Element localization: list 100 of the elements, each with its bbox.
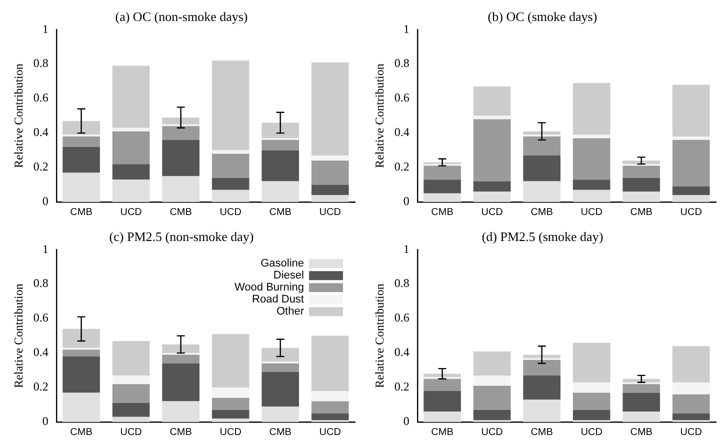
x-tick-label: CMB xyxy=(269,206,292,218)
bar xyxy=(622,378,660,382)
y-tick-label: 0.6 xyxy=(33,90,48,105)
legend-label: Road Dust xyxy=(252,294,304,306)
y-tick-label: 0 xyxy=(42,194,48,208)
bar xyxy=(262,348,300,362)
bar xyxy=(572,138,610,180)
y-tick-label: 0.8 xyxy=(33,56,48,70)
x-tick-label: CMB xyxy=(170,426,192,438)
bar xyxy=(473,351,511,376)
bar xyxy=(262,122,300,138)
bar xyxy=(62,350,100,356)
bar xyxy=(622,178,660,192)
x-tick-label: UCD xyxy=(120,206,142,218)
bar xyxy=(523,400,560,422)
x-tick-label: CMB xyxy=(269,426,292,438)
chart-title: (d) PM2.5 (smoke day) xyxy=(482,229,604,244)
x-tick-label: CMB xyxy=(70,206,93,218)
bar xyxy=(424,166,461,180)
y-tick-label: 0 xyxy=(403,194,410,208)
bar xyxy=(212,418,250,422)
y-tick-label: 0.4 xyxy=(394,345,410,360)
x-tick-label: CMB xyxy=(170,206,192,218)
bar xyxy=(212,154,250,178)
bar xyxy=(523,155,560,182)
bar xyxy=(622,412,660,422)
y-tick-label: 0.6 xyxy=(33,310,48,325)
chart-title: (a) OC (non-smoke days) xyxy=(115,9,248,24)
x-tick-label: UCD xyxy=(319,426,341,438)
x-tick-label: CMB xyxy=(530,426,554,438)
x-tick-label: CMB xyxy=(431,206,454,218)
bar xyxy=(622,192,660,202)
x-tick-label: CMB xyxy=(630,426,653,438)
bar xyxy=(112,180,150,202)
x-tick-label: UCD xyxy=(481,426,503,438)
y-tick-label: 0.8 xyxy=(394,276,410,290)
bar xyxy=(424,374,461,378)
bar xyxy=(672,136,710,140)
bar xyxy=(672,195,710,202)
bar xyxy=(572,342,610,382)
bar xyxy=(112,375,150,384)
bar xyxy=(212,60,250,150)
bar xyxy=(212,190,250,202)
chart-title: (c) PM2.5 (non-smoke day) xyxy=(109,229,254,244)
bar xyxy=(473,410,511,420)
bar xyxy=(162,176,200,202)
bar xyxy=(672,186,710,196)
bar xyxy=(523,360,560,376)
y-axis-title: Relative Contribution xyxy=(372,284,386,388)
bar xyxy=(572,180,610,190)
bar xyxy=(672,346,710,382)
legend-label: Wood Burning xyxy=(234,282,304,294)
x-tick-label: UCD xyxy=(680,426,702,438)
bar xyxy=(262,150,300,182)
bar xyxy=(672,394,710,414)
bar xyxy=(262,181,300,202)
bar xyxy=(162,363,200,402)
bar xyxy=(112,384,150,404)
bar xyxy=(424,180,461,194)
bar xyxy=(473,86,511,116)
bar xyxy=(311,195,349,202)
bar xyxy=(311,184,349,196)
y-tick-label: 1 xyxy=(403,242,410,256)
bar xyxy=(62,120,100,135)
y-tick-label: 0 xyxy=(403,414,410,428)
bar xyxy=(62,136,100,147)
bar xyxy=(523,181,560,202)
bar xyxy=(311,62,349,156)
legend-label: Gasoline xyxy=(260,258,304,270)
bar xyxy=(112,164,150,180)
x-tick-label: CMB xyxy=(431,426,454,438)
y-tick-label: 1 xyxy=(42,22,48,36)
x-tick-label: UCD xyxy=(481,206,503,218)
x-tick-label: UCD xyxy=(680,206,702,218)
bar xyxy=(162,126,200,140)
bar xyxy=(112,403,150,417)
x-tick-label: UCD xyxy=(580,206,602,218)
y-tick-label: 0.6 xyxy=(394,310,410,325)
y-tick-label: 0.6 xyxy=(394,90,410,105)
y-tick-label: 0.8 xyxy=(33,276,48,290)
bar xyxy=(311,401,349,414)
bar xyxy=(262,363,300,372)
bar xyxy=(523,136,560,156)
x-tick-label: UCD xyxy=(120,426,142,438)
bar xyxy=(162,344,200,354)
bar xyxy=(424,378,461,391)
x-tick-label: UCD xyxy=(580,426,602,438)
bar xyxy=(622,392,660,412)
bar xyxy=(473,192,511,202)
y-axis-title: Relative Contribution xyxy=(372,64,386,168)
bar xyxy=(162,401,200,422)
bar xyxy=(622,166,660,178)
bar xyxy=(311,160,349,185)
y-tick-label: 0.2 xyxy=(33,160,48,174)
bar xyxy=(162,118,200,124)
bar xyxy=(162,354,200,364)
bar xyxy=(311,336,349,391)
bar xyxy=(212,388,250,398)
bar xyxy=(162,140,200,176)
y-tick-label: 0 xyxy=(42,414,48,428)
